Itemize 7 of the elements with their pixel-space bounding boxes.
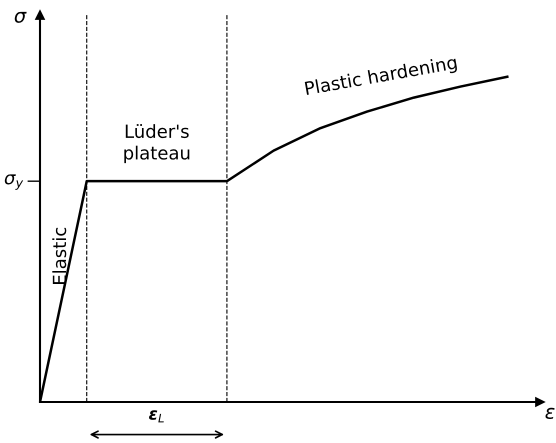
- annotation: Plastic hardening: [304, 54, 458, 99]
- annotation: Lüder's plateau: [124, 124, 190, 164]
- text: σ$_{y}$: [4, 174, 24, 190]
- text: ε$_{L}$: [149, 410, 164, 422]
- y-axis-title: σ: [14, 12, 27, 23]
- annotation: Elastic: [52, 228, 66, 284]
- x-axis-title: ε: [546, 408, 555, 419]
